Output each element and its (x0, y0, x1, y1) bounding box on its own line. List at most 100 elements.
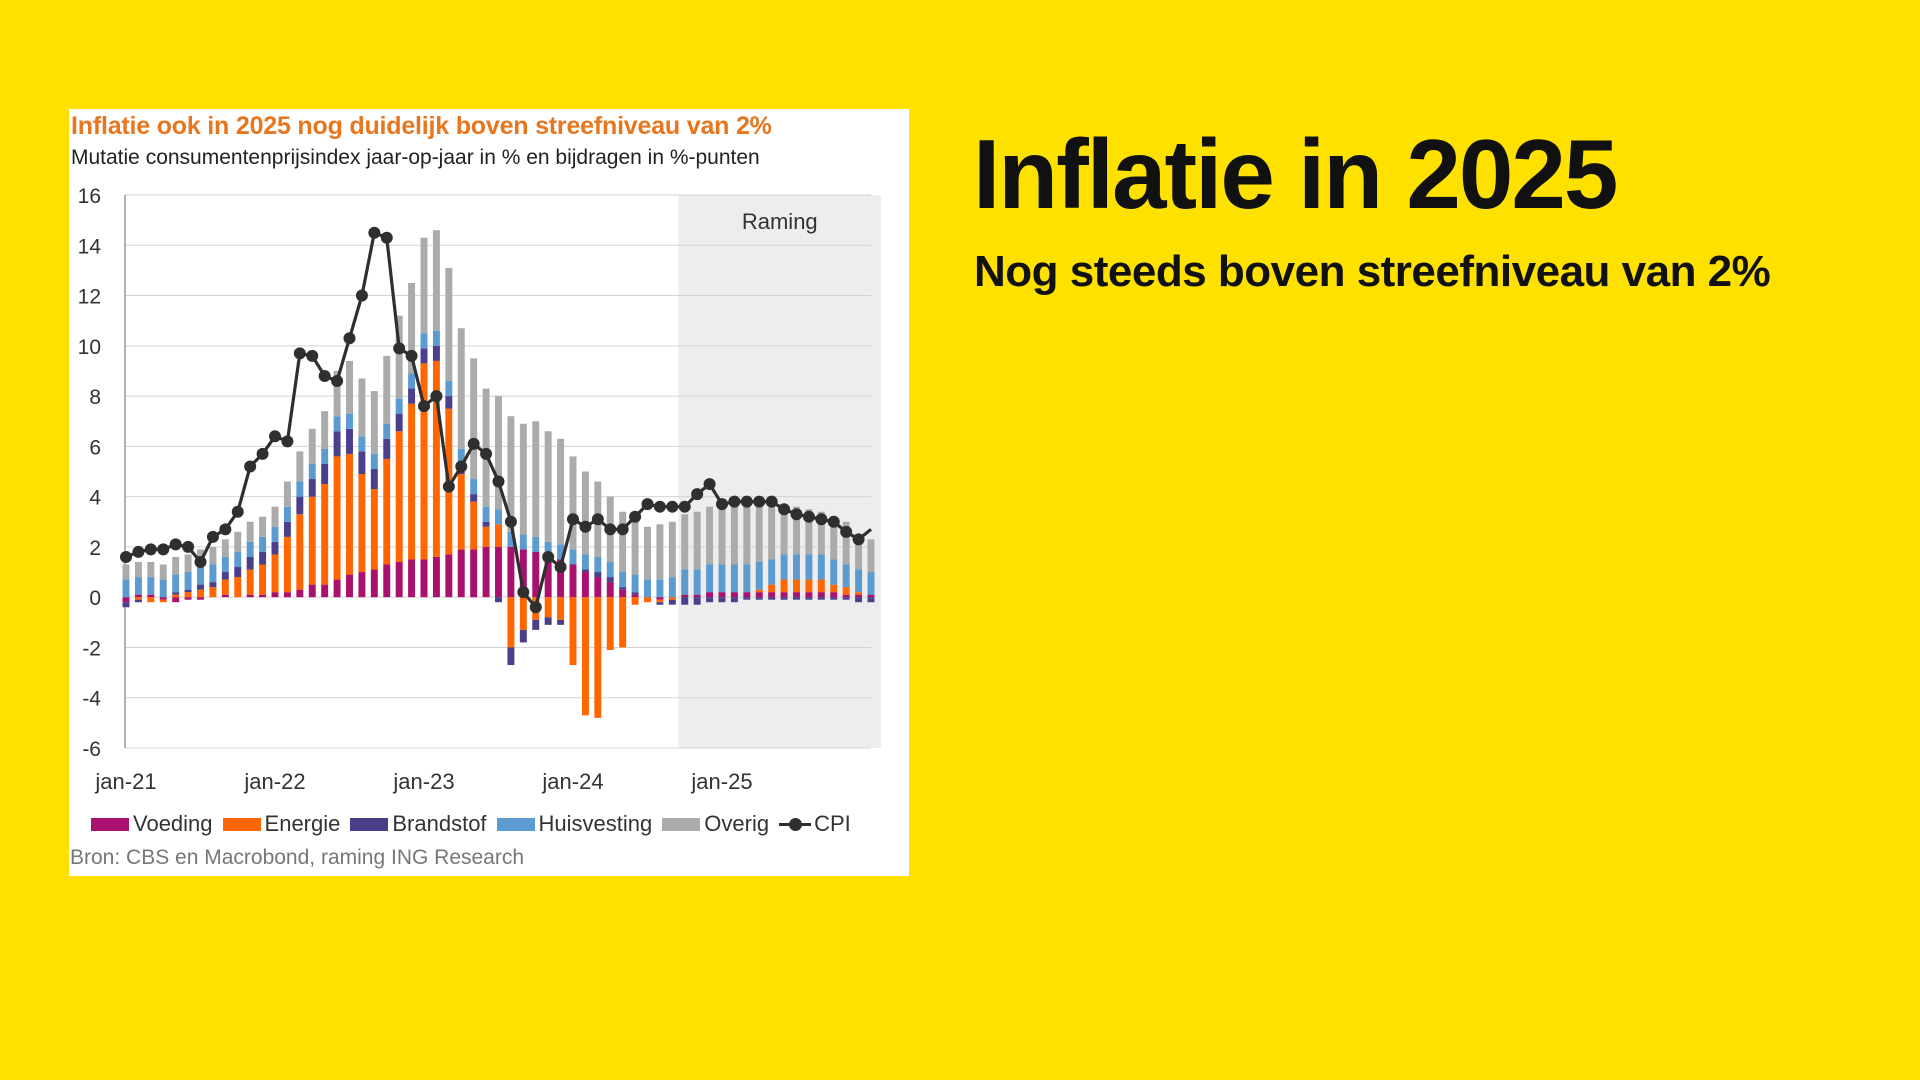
bar-huisvesting (768, 559, 776, 585)
bar-overig (830, 516, 838, 560)
bar-overig (445, 267, 453, 382)
bar-brandstof (432, 345, 440, 361)
bar-huisvesting (631, 574, 639, 593)
bar-voeding (259, 594, 267, 598)
bar-brandstof (283, 521, 291, 537)
cpi-point (293, 347, 306, 360)
bar-huisvesting (209, 564, 217, 583)
y-tick-label: -2 (82, 637, 101, 660)
bar-brandstof (134, 599, 142, 603)
bar-huisvesting (867, 572, 875, 595)
chart-source: Bron: CBS en Macrobond, raming ING Resea… (70, 846, 525, 869)
legend-label-voeding: Voeding (133, 811, 213, 836)
bar-overig (557, 438, 565, 545)
x-tick-label: jan-21 (94, 769, 156, 794)
cpi-point (132, 545, 145, 558)
cpi-point (653, 500, 666, 513)
bar-overig (495, 396, 502, 510)
bar-voeding (197, 597, 204, 600)
bar-brandstof (482, 521, 490, 527)
bar-overig (147, 561, 155, 578)
cpi-point (405, 349, 418, 362)
inflation-chart: Raming 16 14 12 10 8 6 4 2 0 -2 -4 -6 jan-21 jan-22 jan… (78, 185, 881, 794)
bar-brandstof (755, 597, 763, 600)
x-tick-label: jan-25 (690, 769, 752, 794)
bar-energie (395, 431, 403, 562)
bar-energie (134, 597, 142, 600)
bar-overig (470, 358, 478, 480)
cpi-point (740, 495, 753, 508)
bar-huisvesting (271, 526, 279, 542)
legend-label-energie: Energie (264, 811, 341, 836)
cpi-point (355, 289, 368, 302)
bar-overig (221, 539, 229, 557)
y-tick-label: -6 (82, 738, 101, 761)
bar-energie (619, 597, 627, 648)
cpi-point (529, 601, 542, 614)
bar-huisvesting (830, 559, 838, 585)
bar-overig (296, 451, 304, 482)
cpi-point (827, 515, 840, 528)
bar-brandstof (234, 567, 242, 578)
bar-energie (432, 360, 440, 557)
cpi-point (641, 498, 654, 511)
cpi-point (504, 515, 517, 528)
bar-huisvesting (482, 506, 490, 522)
bar-voeding (482, 546, 490, 598)
bar-overig (519, 423, 527, 535)
cpi-point (343, 332, 356, 345)
bar-huisvesting (246, 541, 254, 557)
bar-overig (172, 556, 180, 575)
cpi-point (629, 510, 642, 523)
bar-voeding (755, 592, 763, 598)
bar-energie (569, 597, 577, 666)
y-tick-label: 2 (89, 537, 101, 560)
bar-voeding (308, 584, 316, 598)
bar-brandstof (271, 541, 279, 555)
bar-brandstof (519, 629, 527, 643)
forecast-label: Raming (742, 209, 818, 234)
bar-brandstof (197, 584, 204, 590)
bar-overig (408, 282, 416, 374)
bar-voeding (470, 549, 478, 598)
bar-overig (842, 521, 850, 565)
bar-huisvesting (557, 544, 565, 560)
bar-voeding (432, 556, 440, 598)
bar-huisvesting (730, 564, 738, 593)
bar-voeding (321, 584, 329, 598)
bar-voeding (271, 592, 279, 598)
bar-energie (519, 597, 527, 630)
bar-brandstof (544, 617, 552, 625)
x-tick-label: jan-22 (243, 769, 305, 794)
cpi-point (591, 513, 604, 526)
bar-huisvesting (432, 330, 440, 346)
cpi-point (467, 437, 480, 450)
bar-overig (855, 536, 863, 570)
bar-huisvesting (395, 398, 403, 414)
bar-voeding (333, 579, 341, 598)
bar-voeding (594, 577, 602, 598)
cpi-point (728, 495, 741, 508)
bar-brandstof (408, 388, 416, 404)
bar-brandstof (681, 597, 689, 605)
bar-overig (159, 564, 167, 580)
cpi-point (753, 495, 766, 508)
bar-voeding (569, 564, 577, 598)
cpi-point (318, 369, 331, 382)
cpi-point (244, 460, 257, 473)
bar-brandstof (221, 572, 229, 580)
bar-voeding (631, 594, 639, 598)
bar-huisvesting (743, 564, 751, 593)
cpi-point (306, 349, 319, 362)
bar-huisvesting (283, 506, 291, 522)
cpi-point (418, 400, 430, 413)
legend-item-voeding: Voeding (91, 811, 213, 837)
bar-huisvesting (569, 549, 577, 565)
bar-huisvesting (594, 556, 602, 573)
bar-energie (370, 489, 378, 570)
bar-huisvesting (780, 554, 788, 580)
bar-overig (817, 511, 825, 555)
bar-overig (532, 421, 540, 537)
forecast-region (678, 195, 881, 748)
cpi-point (691, 488, 704, 501)
